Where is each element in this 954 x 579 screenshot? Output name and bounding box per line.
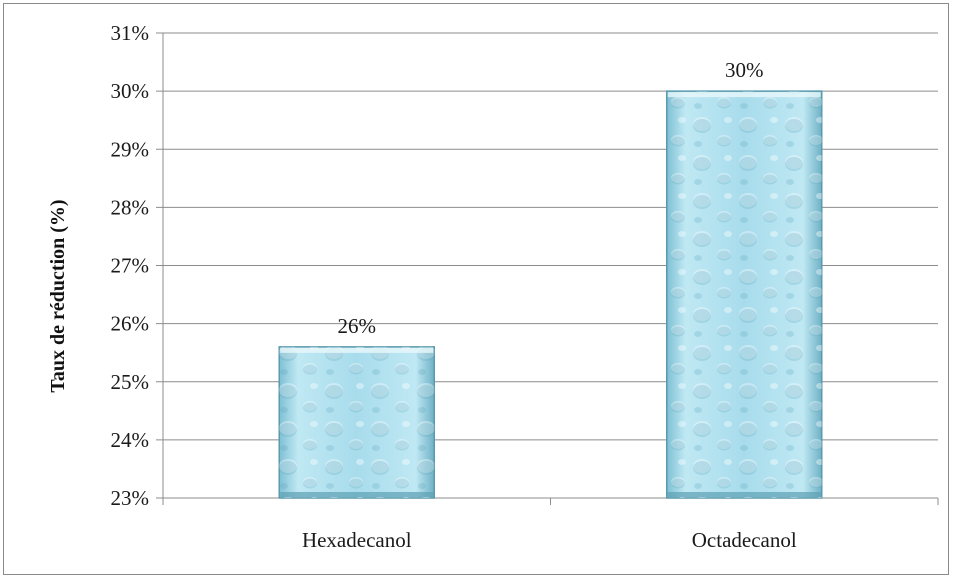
y-tick-label: 24%: [111, 428, 150, 452]
y-axis-title: Taux de réduction (%): [47, 199, 69, 392]
y-tick-label: 23%: [111, 486, 150, 510]
x-category-label: Hexadecanol: [302, 528, 412, 552]
bar-texture: [279, 346, 435, 498]
y-tick-label: 25%: [111, 370, 150, 394]
bar-octadecanol: [666, 90, 823, 499]
labels: 23% 24% 25% 26% 27% 28% 29% 30% 31% 26% Hexadecano…: [111, 21, 797, 552]
bar-bevel-bottom: [667, 492, 821, 497]
bars: [278, 90, 823, 499]
bar-bevel-bottom: [280, 492, 434, 497]
bar-hexadecanol: [278, 346, 435, 499]
y-tick-label: 30%: [111, 79, 150, 103]
y-tick-label: 27%: [111, 254, 150, 278]
y-tick-label: 29%: [111, 137, 150, 161]
bar-texture: [666, 91, 822, 498]
x-category-label: Octadecanol: [692, 528, 797, 552]
data-label: 30%: [725, 58, 764, 82]
data-label: 26%: [338, 314, 377, 338]
y-tick-label: 28%: [111, 195, 150, 219]
bar-bevel-top: [667, 92, 821, 98]
y-tick-label: 26%: [111, 312, 150, 336]
bar-bevel-top: [280, 347, 434, 353]
y-tick-label: 31%: [111, 21, 150, 45]
